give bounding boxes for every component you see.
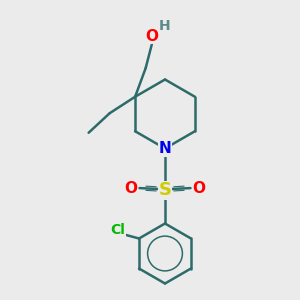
Text: N: N (159, 141, 171, 156)
Text: O: O (124, 181, 138, 196)
Text: O: O (192, 181, 206, 196)
Text: H: H (158, 19, 170, 33)
Text: O: O (146, 28, 159, 44)
Text: S: S (158, 182, 172, 200)
Text: Cl: Cl (111, 223, 125, 236)
